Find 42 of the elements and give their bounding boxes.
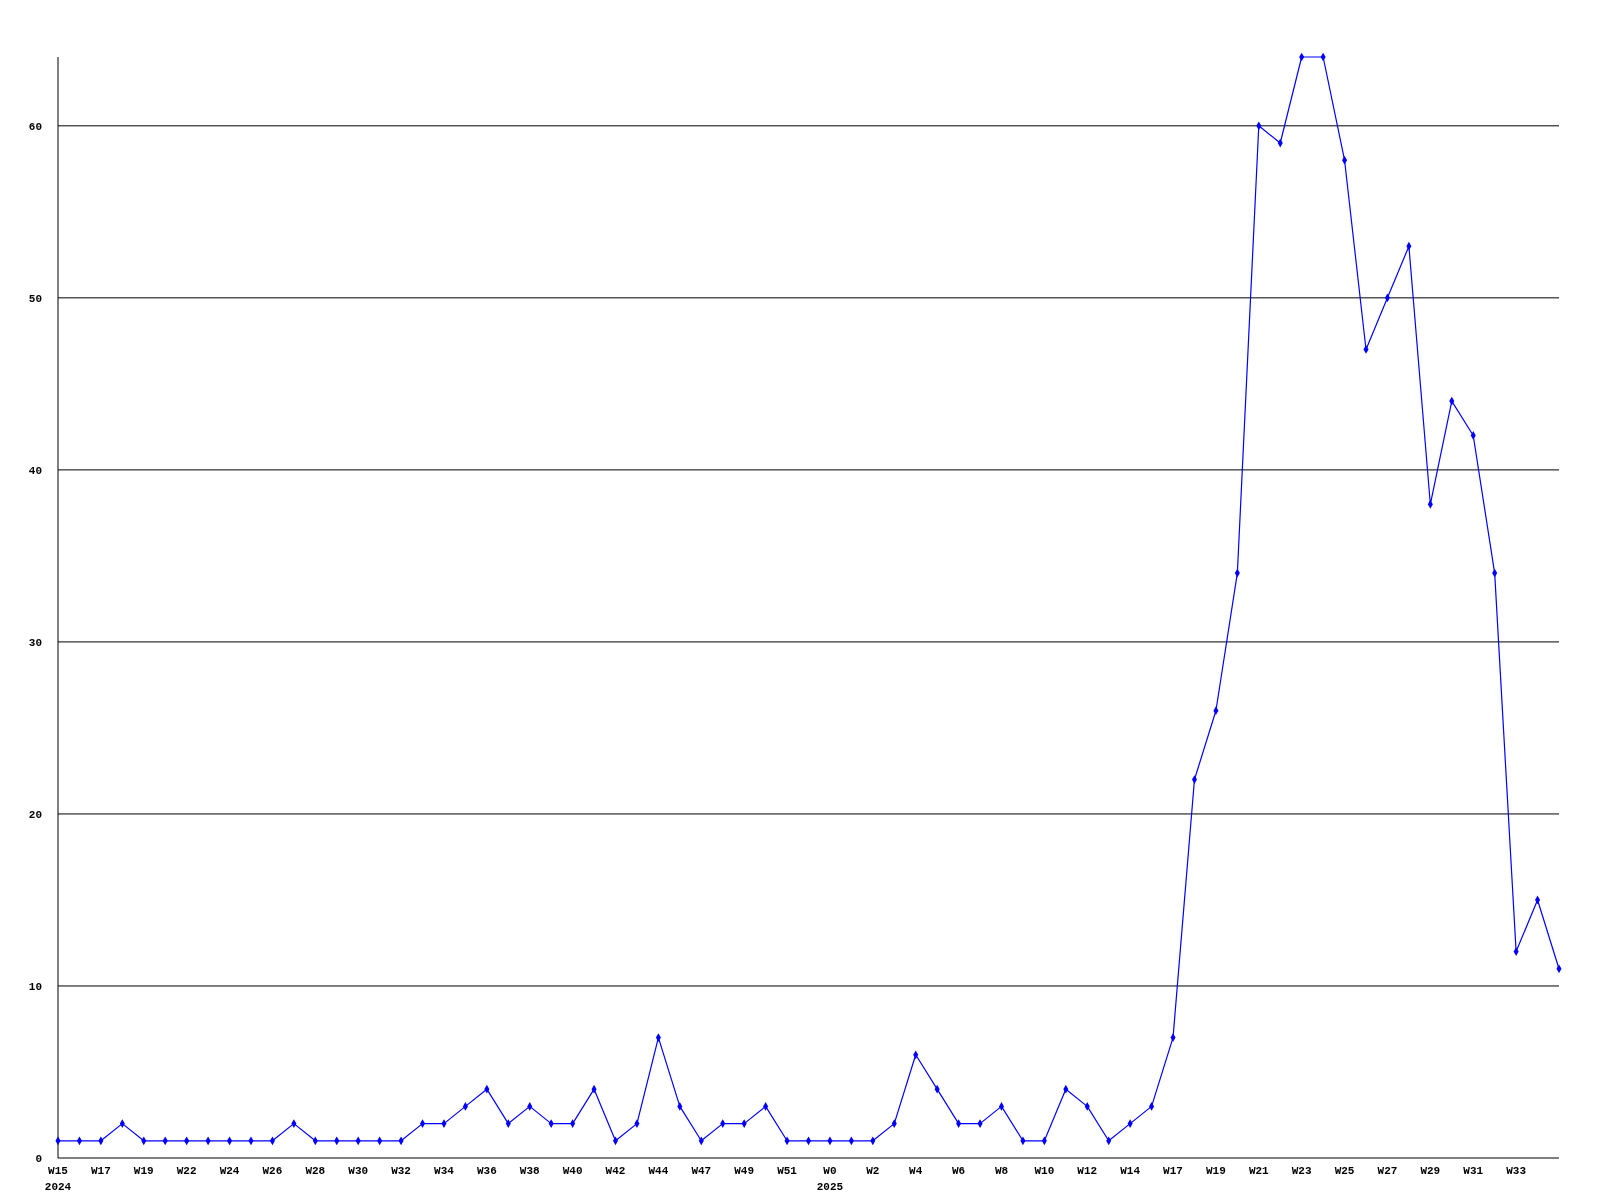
x-tick-label: W21 [1248, 1165, 1270, 1177]
y-tick-label: 10 [28, 980, 42, 993]
x-tick-label: W38 [519, 1165, 541, 1177]
x-tick-label: W44 [648, 1165, 669, 1177]
x-tick-label: W27 [1377, 1165, 1398, 1177]
x-tick-label: W0 2025 [816, 1165, 844, 1193]
x-tick-label: W2 [866, 1165, 880, 1177]
y-tick-label: 60 [28, 120, 42, 133]
y-tick-label: 0 [35, 1152, 42, 1165]
x-tick-label: W31 [1463, 1165, 1484, 1177]
x-tick-label: W4 [909, 1165, 923, 1177]
x-tick-label: W26 [262, 1165, 283, 1177]
x-tick-label: W17 [90, 1165, 111, 1177]
x-tick-label: W47 [691, 1165, 712, 1177]
x-tick-label: W14 [1120, 1165, 1141, 1177]
x-tick-label: W29 [1420, 1165, 1441, 1177]
x-tick-label: W33 [1506, 1165, 1527, 1177]
x-tick-label: W28 [305, 1165, 326, 1177]
x-tick-label: W25 [1334, 1165, 1355, 1177]
x-tick-label: W24 [219, 1165, 240, 1177]
x-tick-label: W6 [952, 1165, 966, 1177]
x-tick-label: W34 [434, 1165, 455, 1177]
x-tick-label: W30 [348, 1165, 369, 1177]
x-tick-label: W32 [391, 1165, 411, 1177]
x-tick-label: W19 [1206, 1165, 1226, 1177]
x-tick-label: W23 [1291, 1165, 1312, 1177]
x-tick-label: W10 [1034, 1165, 1055, 1177]
x-tick-label: W51 [777, 1165, 798, 1177]
x-tick-label: W15 2024 [44, 1165, 72, 1193]
y-tick-label: 40 [28, 464, 42, 477]
x-tick-label: W42 [605, 1165, 626, 1177]
x-tick-label: W8 [994, 1165, 1009, 1177]
x-tick-label: W19 [133, 1165, 154, 1177]
y-tick-label: 20 [28, 808, 42, 821]
y-tick-label: 50 [28, 292, 42, 305]
x-tick-label: W22 [176, 1165, 197, 1177]
x-tick-label: W36 [476, 1165, 497, 1177]
x-tick-label: W40 [562, 1165, 583, 1177]
x-tick-label: W17 [1163, 1165, 1183, 1177]
x-tick-label: W49 [734, 1165, 755, 1177]
x-tick-label: W12 [1077, 1165, 1098, 1177]
y-tick-label: 30 [28, 636, 42, 649]
